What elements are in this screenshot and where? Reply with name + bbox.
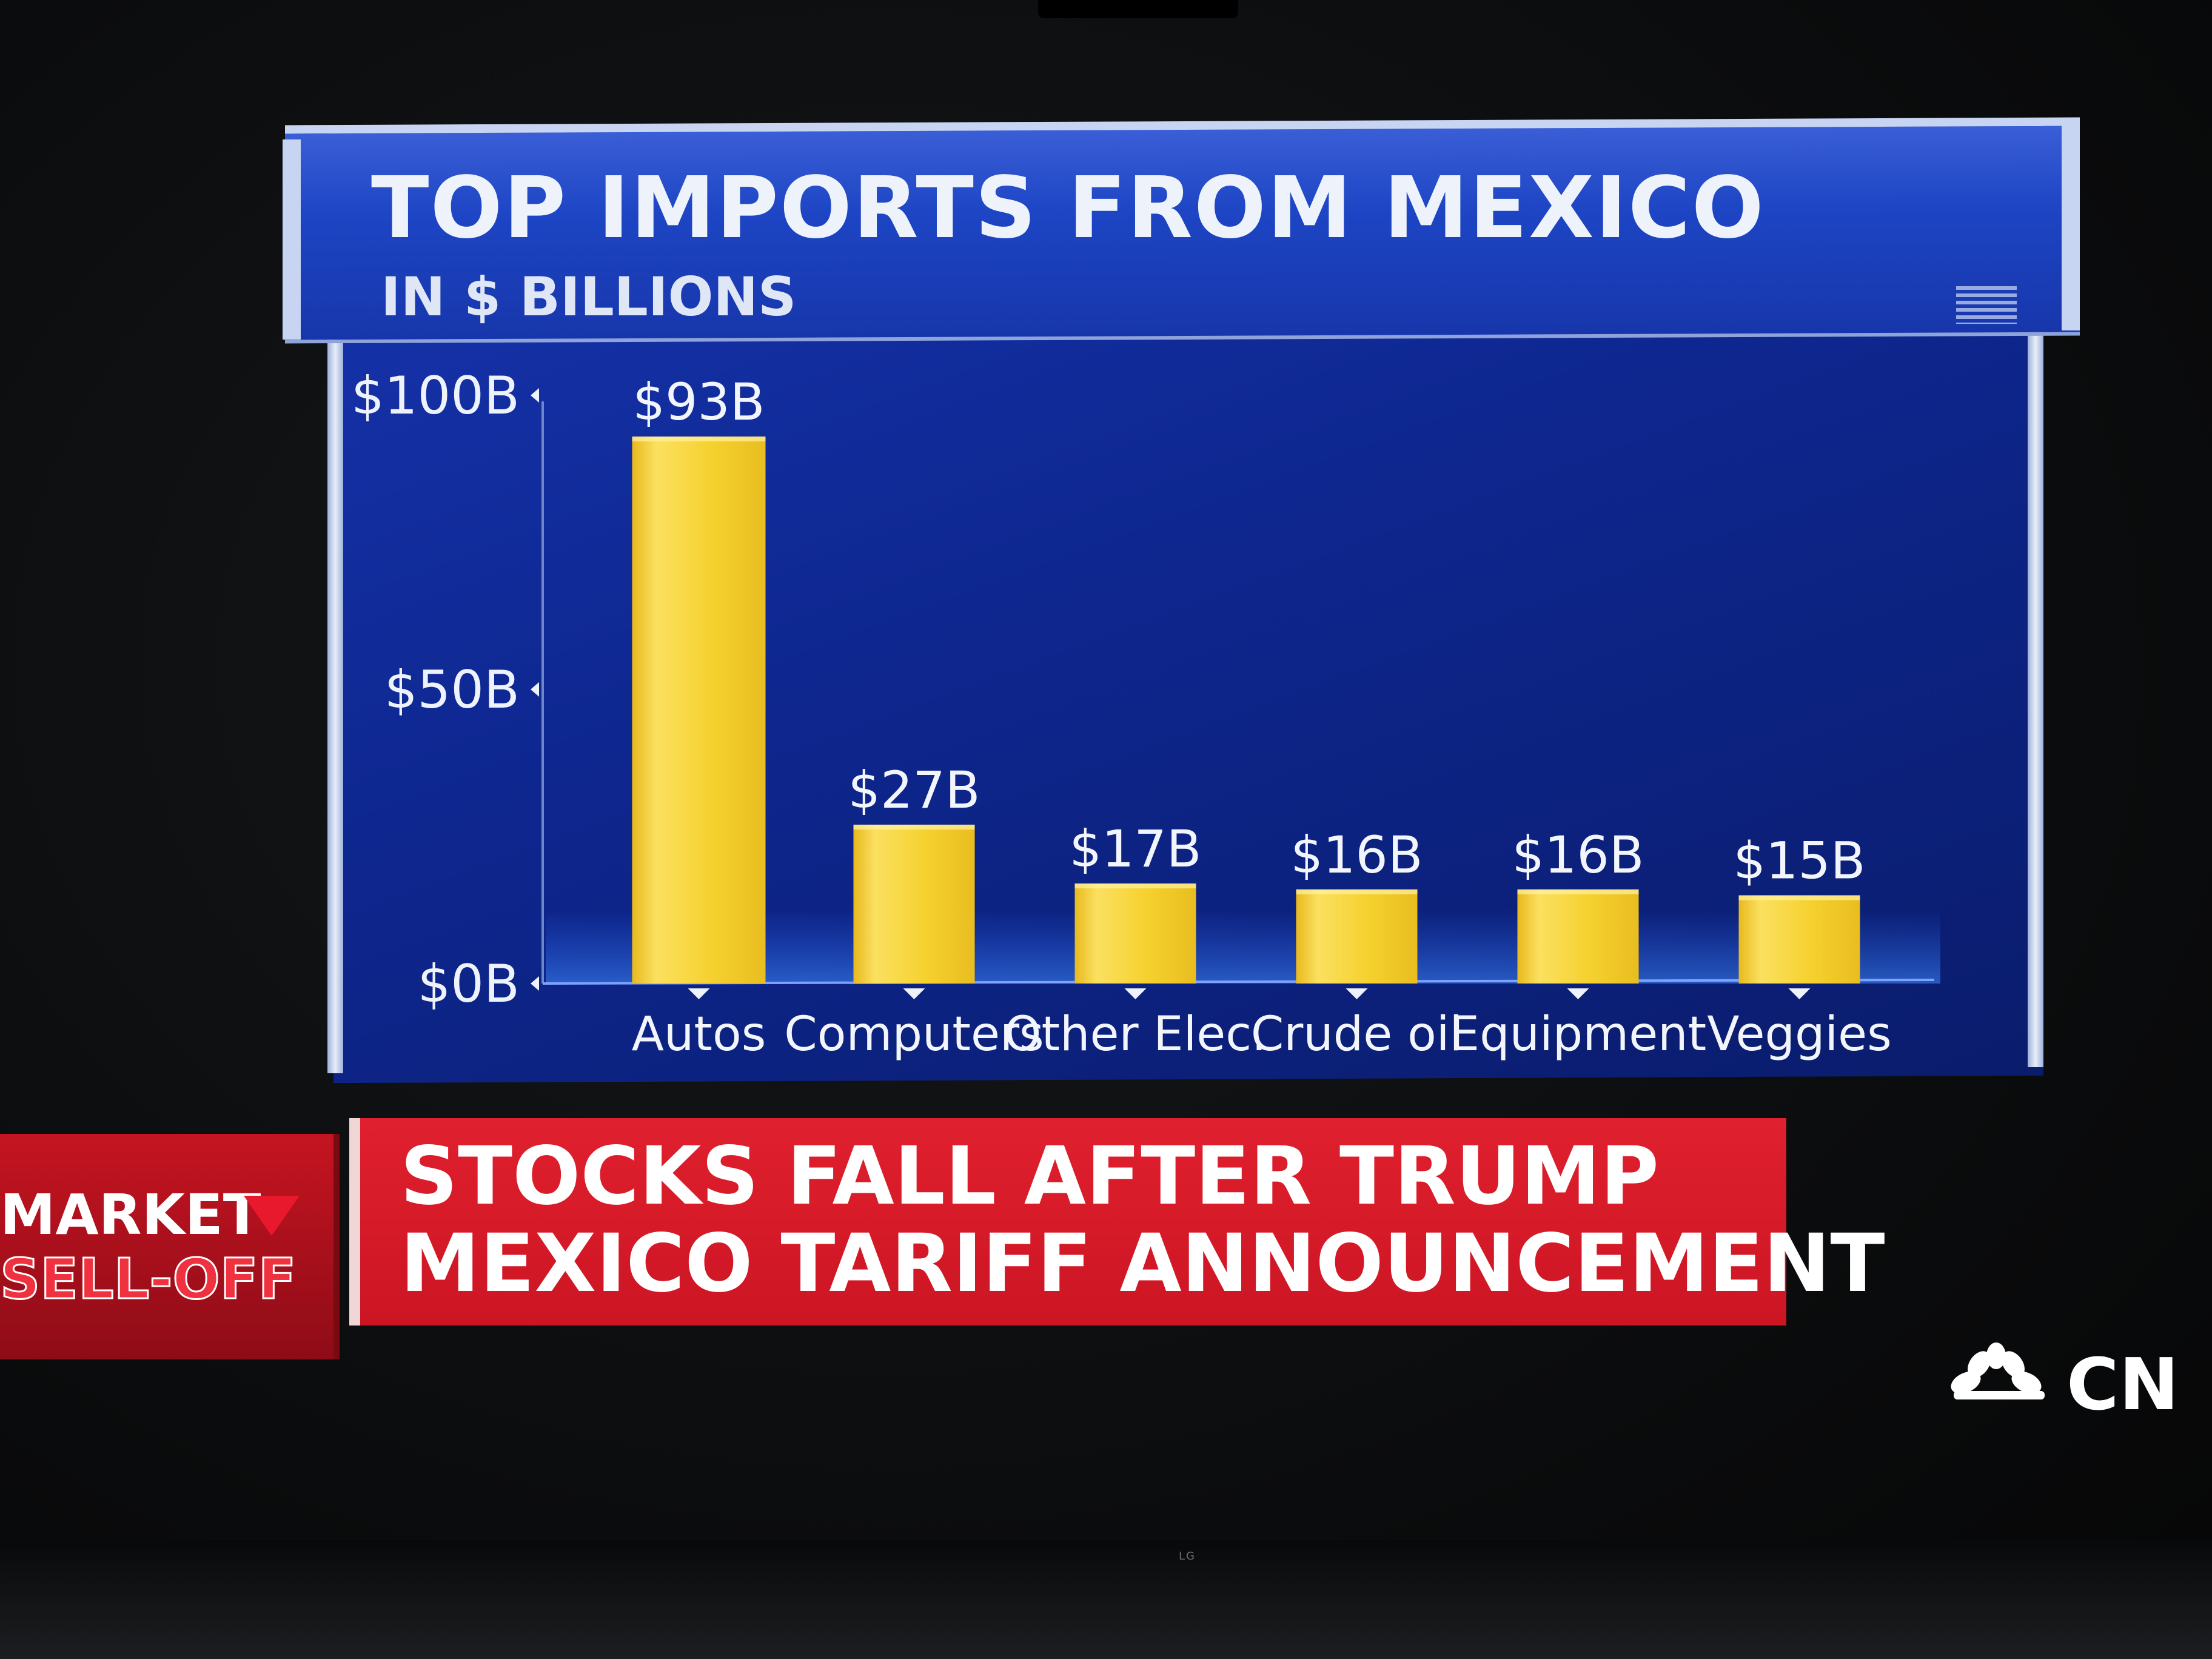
x-tick-marker	[1346, 988, 1368, 999]
headline-banner	[349, 1118, 1786, 1326]
x-tick-marker	[1788, 988, 1811, 999]
baseline-glow	[546, 910, 1940, 984]
header-cap-right	[2062, 121, 2080, 330]
y-tick-label: $0B	[418, 954, 520, 1014]
down-triangle-icon	[244, 1196, 300, 1236]
bar-top-highlight	[1517, 889, 1639, 894]
x-tick-marker	[1124, 988, 1147, 999]
bar	[1296, 889, 1418, 984]
y-tick-marker	[531, 682, 539, 697]
tag-line-selloff: SELL-OFF	[0, 1246, 297, 1313]
category-label: Veggies	[1707, 1007, 1892, 1062]
category-label: Autos	[632, 1007, 766, 1062]
market-selloff-tag	[0, 1134, 340, 1359]
header-stripes-decoration	[1956, 286, 2017, 324]
data-label: $15B	[1734, 831, 1866, 891]
category-label: Crude oil	[1251, 1007, 1463, 1062]
header-cap-left	[283, 139, 301, 340]
tag-line-market: MARKET	[0, 1182, 261, 1247]
headline-text: STOCKS FALL AFTER TRUMP MEXICO TARIFF AN…	[400, 1133, 1885, 1307]
bar	[853, 825, 975, 984]
data-label: $17B	[1070, 819, 1202, 879]
headline-line-2: MEXICO TARIFF ANNOUNCEMENT	[400, 1217, 1885, 1310]
chart-title: TOP IMPORTS FROM MEXICO	[371, 159, 1765, 258]
headline-line-1: STOCKS FALL AFTER TRUMP	[400, 1130, 1659, 1223]
x-tick-marker	[903, 988, 925, 999]
bar-top-highlight	[632, 436, 766, 441]
peacock-logo-icon	[1951, 1342, 2045, 1399]
x-tick-marker	[688, 988, 710, 999]
y-tick-marker	[531, 976, 539, 991]
bar-top-highlight	[853, 825, 975, 830]
tv-bottom-edge	[0, 1540, 2212, 1659]
category-label: Computers	[784, 1007, 1044, 1062]
bar	[1517, 889, 1639, 984]
bar-top-highlight	[1738, 895, 1860, 900]
category-label: Other Elec.	[1004, 1007, 1267, 1062]
tv-camera-notch	[1038, 0, 1238, 18]
y-tick-marker	[531, 388, 539, 403]
y-tick-label: $50B	[384, 660, 520, 720]
y-tick-label: $100B	[351, 366, 520, 426]
bar	[1074, 883, 1196, 984]
x-axis-line	[542, 979, 1935, 985]
tv-brand-logo: LG	[1179, 1550, 1196, 1563]
network-logo-text: CN	[2066, 1342, 2179, 1426]
bar	[632, 436, 766, 984]
chart-subtitle: IN $ BILLIONS	[381, 266, 797, 328]
data-label: $93B	[633, 372, 765, 432]
bar-top-highlight	[1074, 883, 1196, 889]
data-label: $16B	[1512, 825, 1644, 885]
x-tick-marker	[1567, 988, 1589, 999]
bar	[1738, 895, 1860, 984]
category-label: Equipment	[1450, 1007, 1706, 1062]
data-label: $16B	[1291, 825, 1423, 885]
data-label: $27B	[848, 760, 980, 820]
bar-top-highlight	[1296, 889, 1418, 894]
